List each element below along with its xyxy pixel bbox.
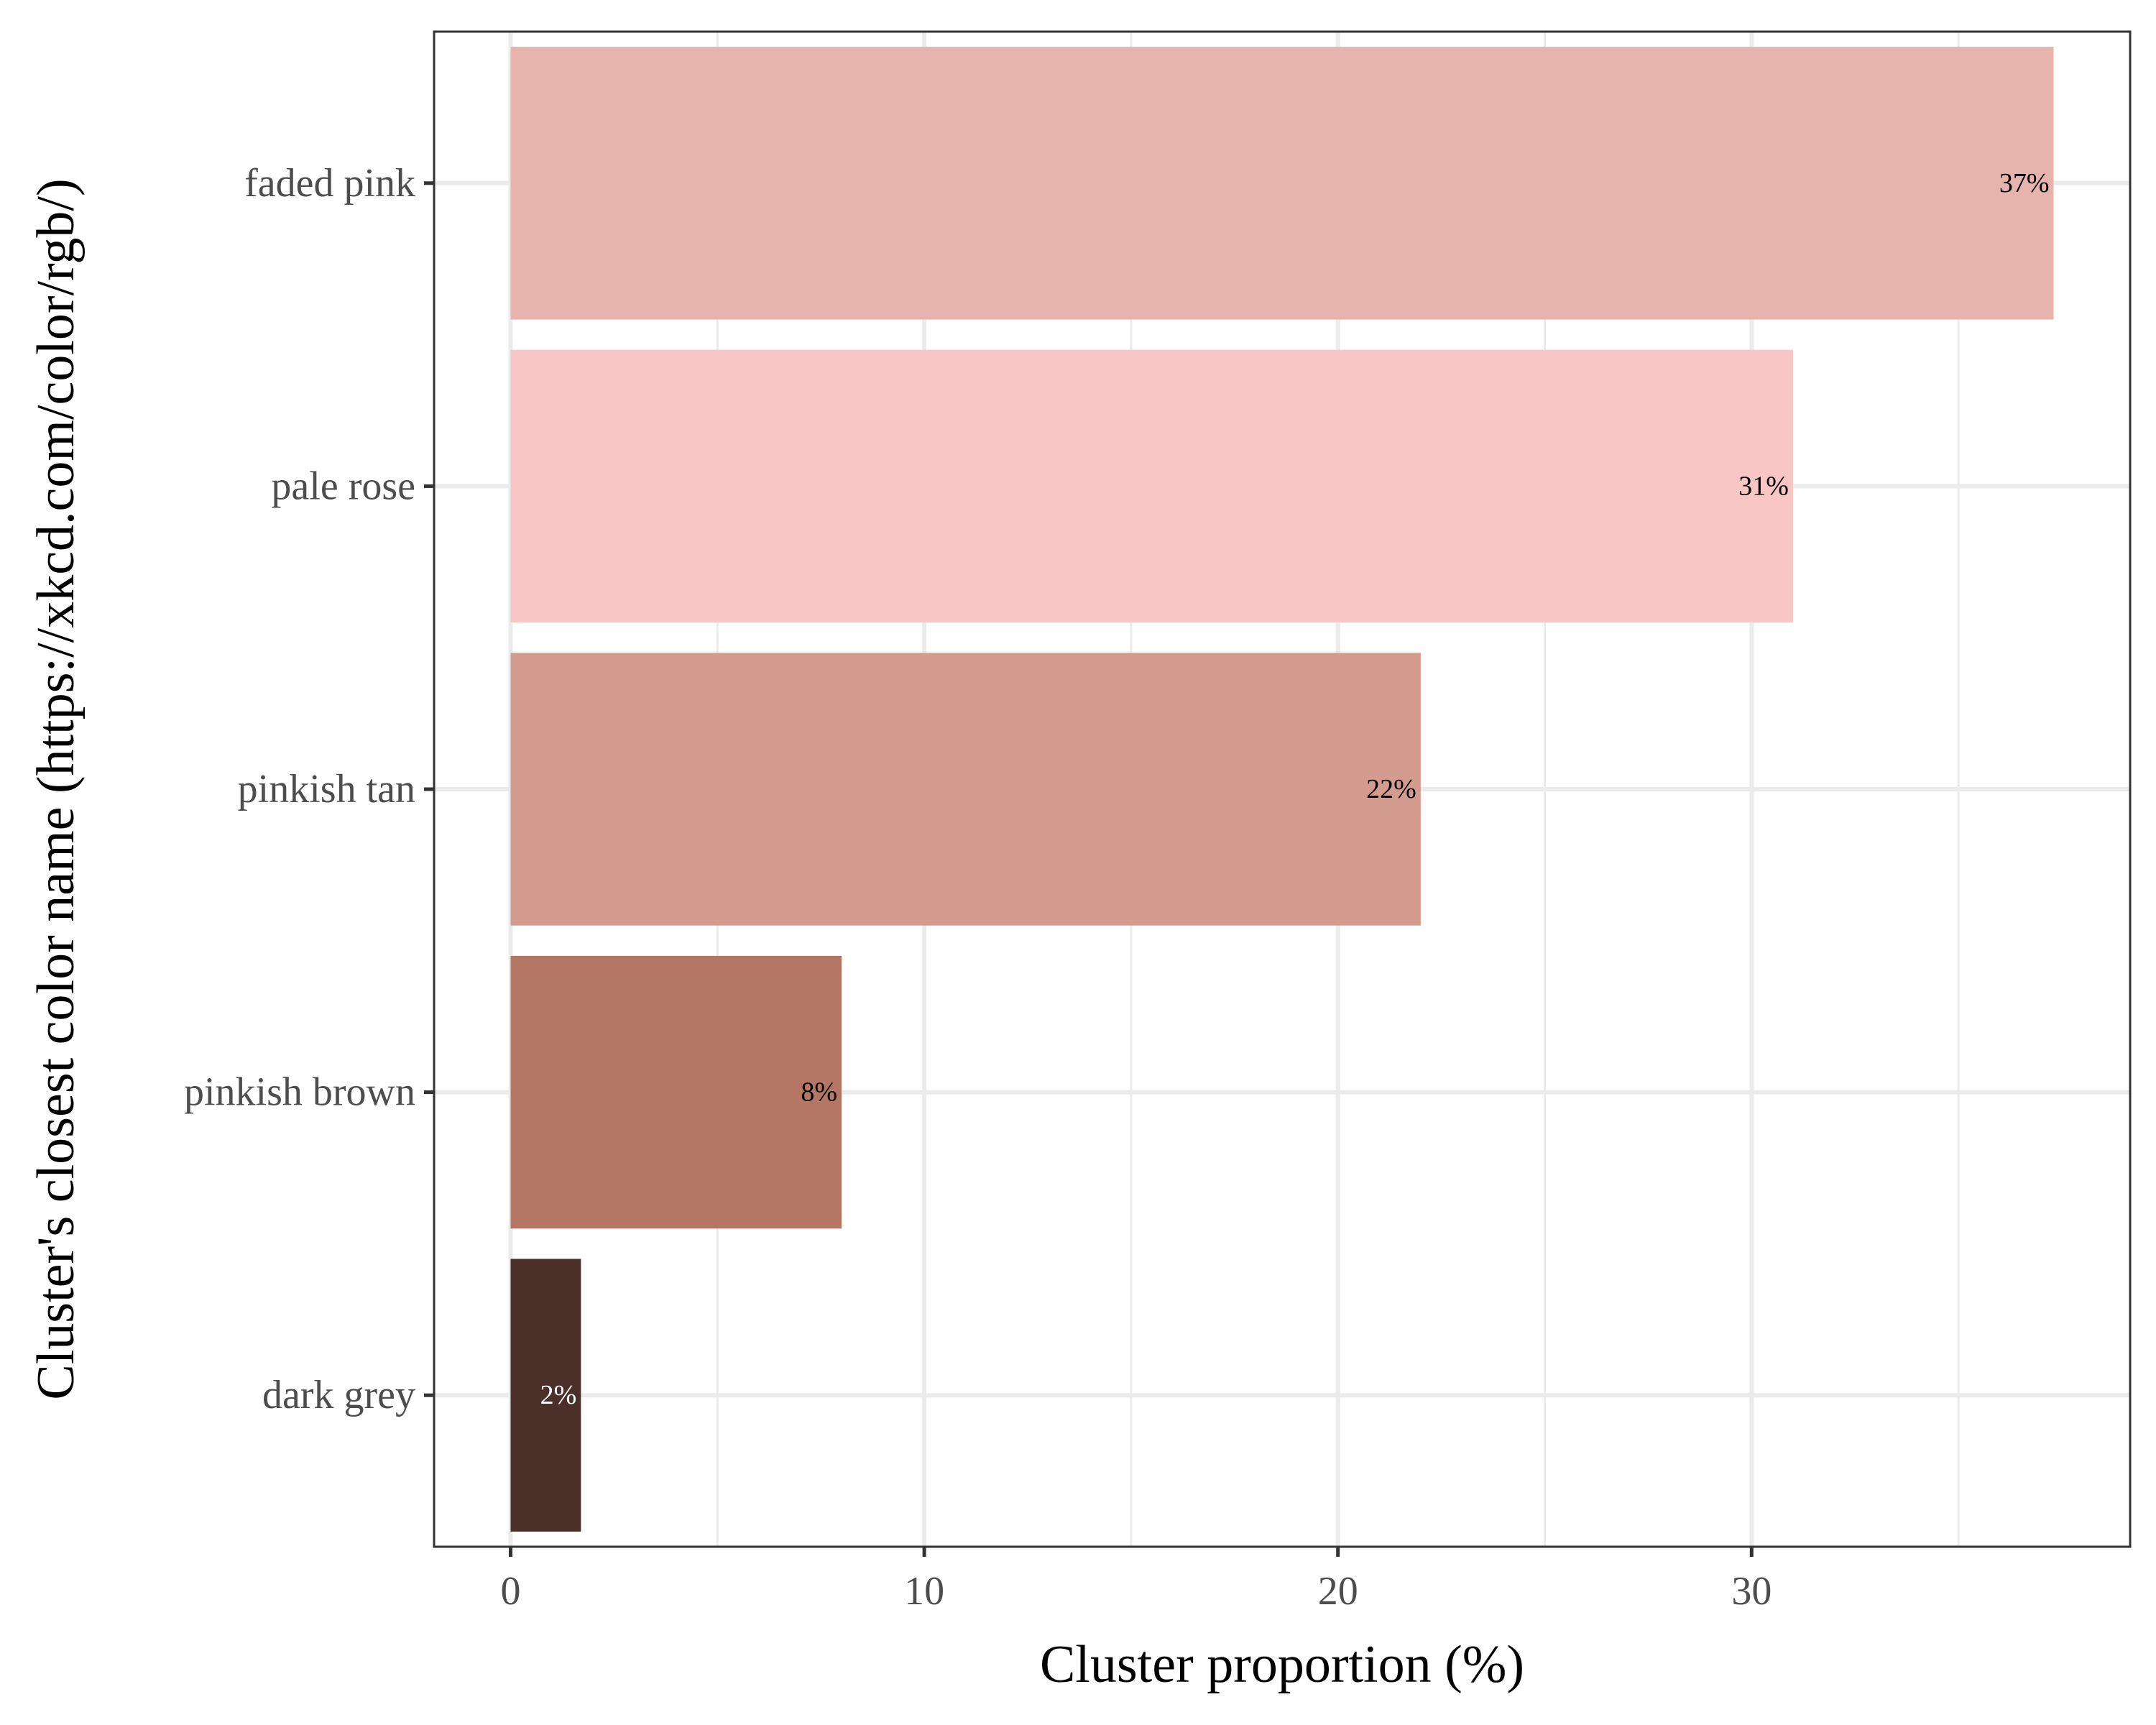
data-labels: 37% 31% 22% 8% 2% (540, 168, 2050, 1410)
data-label: 8% (801, 1077, 837, 1108)
y-axis-title: Cluster's closest color name (https://xk… (27, 178, 86, 1399)
x-tick-label: 10 (904, 1569, 944, 1614)
bar (510, 653, 1421, 926)
bar (510, 349, 1793, 623)
bar (510, 47, 2054, 320)
axes: 0 10 20 30 faded pink pale rose pinkish tan pin… (184, 161, 1772, 1614)
bar (510, 955, 842, 1229)
data-label: 22% (1366, 774, 1416, 804)
y-tick-label: faded pink (244, 161, 415, 206)
x-axis-title: Cluster proportion (%) (1040, 1635, 1524, 1694)
bars (510, 47, 2054, 1532)
bar (510, 1259, 581, 1532)
x-tick-label: 30 (1731, 1569, 1772, 1614)
data-label: 31% (1738, 471, 1789, 501)
data-label: 37% (1999, 168, 2050, 198)
x-tick-label: 20 (1318, 1569, 1358, 1614)
y-tick-label: pinkish brown (184, 1070, 415, 1115)
y-tick-label: pale rose (271, 464, 415, 508)
x-tick-label: 0 (500, 1569, 520, 1614)
y-tick-label: dark grey (262, 1373, 415, 1417)
y-tick-label: pinkish tan (238, 767, 415, 811)
data-label: 2% (540, 1380, 577, 1410)
